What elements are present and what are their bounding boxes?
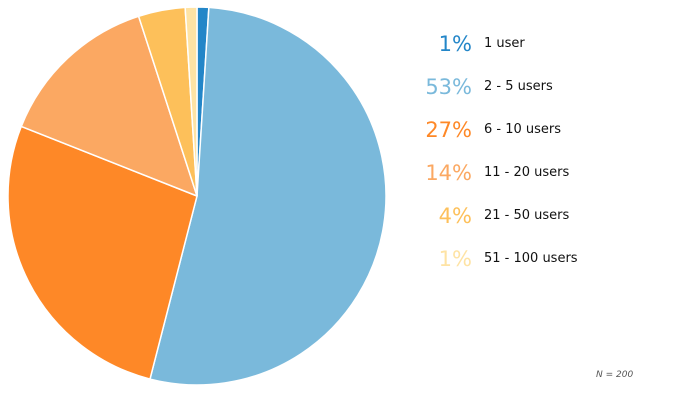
- sample-size-note: N = 200: [596, 370, 634, 380]
- legend-item: 1% 1 user: [410, 22, 660, 65]
- legend-item: 53% 2 - 5 users: [410, 65, 660, 108]
- legend-label: 51 - 100 users: [484, 251, 578, 266]
- legend-item: 27% 6 - 10 users: [410, 108, 660, 151]
- chart-legend: 1% 1 user 53% 2 - 5 users 27% 6 - 10 use…: [410, 22, 660, 280]
- legend-percent: 4%: [438, 203, 472, 228]
- legend-item: 4% 21 - 50 users: [410, 194, 660, 237]
- legend-label: 2 - 5 users: [484, 79, 553, 94]
- pie-chart: [7, 6, 387, 386]
- legend-percent: 1%: [438, 31, 472, 56]
- legend-percent: 14%: [425, 160, 472, 185]
- pie-slice: [149, 6, 387, 386]
- pie-slice: [184, 6, 198, 197]
- legend-percent: 27%: [425, 117, 472, 142]
- legend-label: 1 user: [484, 36, 525, 51]
- legend-label: 6 - 10 users: [484, 122, 562, 137]
- legend-item: 14% 11 - 20 users: [410, 151, 660, 194]
- legend-percent: 1%: [438, 246, 472, 271]
- pie-slice: [7, 125, 198, 380]
- legend-label: 11 - 20 users: [484, 165, 570, 180]
- legend-item: 1% 51 - 100 users: [410, 237, 660, 280]
- legend-label: 21 - 50 users: [484, 208, 570, 223]
- legend-percent: 53%: [425, 74, 472, 99]
